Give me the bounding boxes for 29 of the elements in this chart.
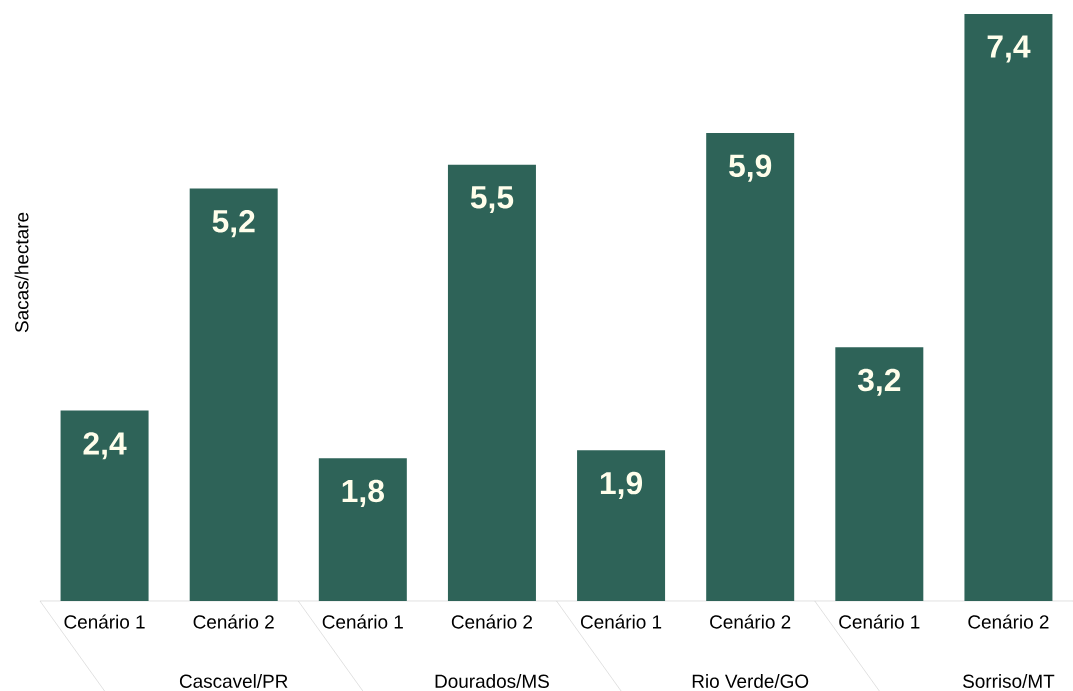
data-label: 7,4 — [987, 35, 1031, 63]
text: Rio Verde/GO — [692, 674, 809, 688]
x-tick-label: Cenário 1 — [580, 614, 662, 629]
text: Cascavel/PR — [179, 674, 288, 688]
y-axis-title: Sacas/hectare — [14, 212, 29, 333]
bar — [447, 164, 536, 601]
x-tick-label: Cenário 1 — [64, 614, 145, 629]
data-label: 1,9 — [600, 471, 643, 499]
bar — [60, 410, 149, 601]
x-tick-label: Cenário 2 — [968, 614, 1049, 629]
bar — [189, 188, 278, 601]
x-tick-label: Cenário 2 — [193, 614, 274, 629]
text: Dourados/MS — [435, 674, 549, 688]
text: Sorriso/MT — [963, 674, 1055, 688]
bar — [318, 458, 407, 601]
data-label: 5,2 — [212, 210, 255, 238]
x-tick-label: Cenário 1 — [322, 614, 403, 629]
x-tick-label: Cenário 2 — [451, 614, 532, 629]
bar — [706, 132, 795, 601]
x-tick-label: Cenário 2 — [710, 614, 791, 629]
data-label: 1,8 — [342, 479, 384, 507]
bar — [964, 13, 1053, 601]
bar — [835, 347, 924, 601]
data-label: 2,4 — [83, 432, 127, 460]
bar — [577, 450, 666, 601]
data-label: 5,5 — [470, 186, 514, 214]
data-label: 5,9 — [729, 154, 772, 182]
data-label: 3,2 — [857, 368, 901, 396]
x-tick-label: Cenário 1 — [839, 614, 920, 629]
